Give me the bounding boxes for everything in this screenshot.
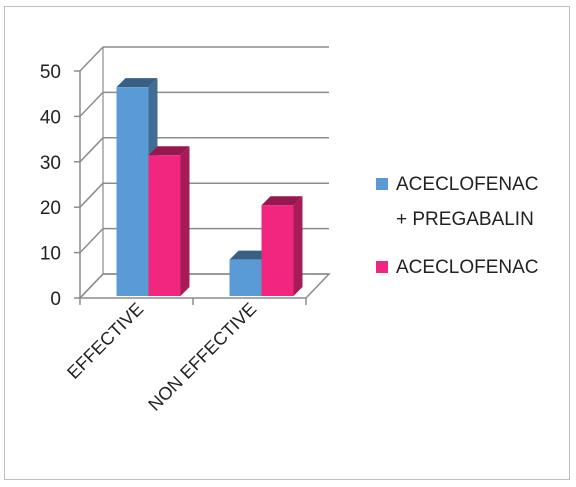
bar-side [293, 196, 303, 296]
y-tick-label: 30 [40, 153, 61, 174]
y-tick-label: 50 [40, 62, 61, 83]
bar-side [180, 146, 190, 296]
gridline-side [79, 182, 104, 208]
y-tick-label: 0 [50, 289, 61, 310]
bar [261, 205, 294, 296]
legend-swatch [376, 178, 388, 190]
gridline-side [79, 91, 104, 117]
y-tick-label: 20 [40, 198, 61, 219]
bar-top [116, 78, 158, 88]
bar-top [229, 250, 271, 260]
gridline-side [79, 137, 104, 163]
y-tick-label: 10 [40, 244, 61, 265]
bar [116, 87, 149, 296]
y-tick-label: 40 [40, 107, 61, 128]
bar-top [261, 196, 303, 206]
x-category-label: EFFECTIVE [63, 299, 147, 383]
floor-outline [78, 273, 331, 299]
x-category-label: NON EFFECTIVE [144, 299, 260, 415]
legend-swatch [376, 261, 388, 273]
legend-label: + PREGABALIN [396, 209, 534, 230]
bar [148, 155, 181, 296]
gridline-side [79, 228, 104, 254]
legend-label: ACECLOFENAC [396, 257, 539, 278]
legend-label: ACECLOFENAC [396, 174, 539, 195]
bar [229, 259, 262, 296]
bar-top [148, 146, 190, 156]
gridline-side [79, 46, 104, 72]
